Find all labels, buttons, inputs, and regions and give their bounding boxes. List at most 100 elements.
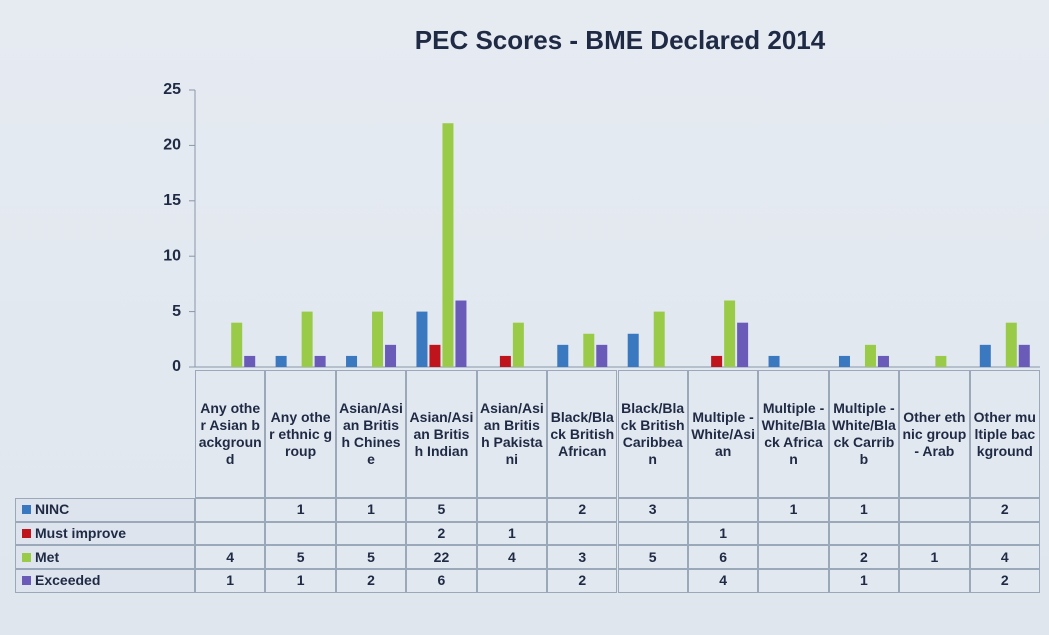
table-cell: 2	[335, 569, 407, 593]
category-label: Black/Black British Caribbean	[617, 370, 688, 498]
table-cell	[335, 521, 407, 546]
legend-swatch	[22, 552, 31, 562]
category-label: Multiple - White/Black Carribb	[828, 370, 900, 498]
table-cell: 2	[547, 498, 618, 522]
category-label: Asian/Asian British Pakistani	[476, 370, 548, 498]
table-cell: 6	[687, 545, 759, 570]
legend-swatch	[22, 576, 31, 586]
bar	[416, 311, 428, 367]
table-cell	[476, 498, 548, 522]
table-cell: 4	[687, 569, 759, 593]
table-cell: 2	[406, 521, 477, 546]
table-cell	[687, 498, 759, 522]
table-cell: 2	[969, 569, 1040, 593]
legend-swatch	[22, 505, 31, 515]
y-tick-label: 20	[163, 137, 181, 154]
table-cell: 5	[406, 498, 477, 522]
category-label: Multiple - White/Asian	[687, 370, 759, 498]
table-cell: 2	[547, 569, 618, 593]
y-tick-label: 0	[172, 358, 181, 375]
bar	[864, 344, 876, 367]
legend-label: NINC	[35, 501, 70, 518]
table-cell: 1	[476, 521, 548, 546]
table-cell: 1	[899, 545, 970, 570]
bar	[627, 333, 639, 367]
table-cell	[758, 545, 829, 570]
bar	[838, 355, 850, 367]
table-cell	[758, 569, 829, 593]
bar	[768, 355, 780, 367]
legend-entry: Must improve	[15, 521, 195, 546]
y-tick-label: 10	[163, 247, 181, 264]
bar	[385, 344, 397, 367]
bar	[244, 355, 256, 367]
chart-title: PEC Scores - BME Declared 2014	[415, 25, 826, 55]
table-cell: 1	[828, 498, 900, 522]
table-cell: 5	[265, 545, 336, 570]
legend-label: Must improve	[35, 525, 127, 542]
bar	[372, 311, 384, 367]
bar	[596, 344, 608, 367]
table-cell	[617, 521, 688, 546]
bar	[512, 322, 524, 367]
table-cell: 6	[406, 569, 477, 593]
bar	[301, 311, 313, 367]
table-cell	[265, 521, 336, 546]
y-tick-label: 25	[163, 81, 181, 98]
category-label: Any other Asian background	[195, 370, 266, 498]
table-cell: 22	[406, 545, 477, 570]
table-cell: 3	[617, 498, 688, 522]
table-cell: 2	[969, 498, 1040, 522]
category-label: Other multiple background	[969, 370, 1040, 498]
legend-entry: Exceeded	[15, 569, 195, 593]
table-cell	[828, 521, 900, 546]
table-cell	[899, 569, 970, 593]
bar	[557, 344, 569, 367]
table-cell	[899, 498, 970, 522]
bar	[499, 355, 511, 367]
table-cell: 1	[265, 569, 336, 593]
bar	[275, 355, 287, 367]
legend-entry: NINC	[15, 498, 195, 522]
category-label: Multiple - White/Black African	[758, 370, 829, 498]
y-tick-label: 5	[172, 303, 181, 320]
bar	[724, 300, 736, 367]
table-cell: 3	[547, 545, 618, 570]
table-cell: 1	[335, 498, 407, 522]
bar	[583, 333, 595, 367]
bar	[935, 355, 947, 367]
bar	[1018, 344, 1030, 367]
bar	[653, 311, 665, 367]
y-tick-label: 15	[163, 192, 181, 209]
bar	[455, 300, 467, 367]
legend-label: Exceeded	[35, 572, 101, 589]
bar	[877, 355, 889, 367]
table-cell: 4	[476, 545, 548, 570]
table-cell	[476, 569, 548, 593]
table-cell: 1	[265, 498, 336, 522]
table-cell	[969, 521, 1040, 546]
table-cell: 5	[335, 545, 407, 570]
table-cell	[195, 521, 266, 546]
table-cell: 1	[195, 569, 266, 593]
category-label: Other ethnic group - Arab	[899, 370, 970, 498]
table-cell: 1	[687, 521, 759, 546]
legend-swatch	[22, 529, 31, 539]
table-cell: 4	[969, 545, 1040, 570]
bar	[429, 344, 441, 367]
table-cell	[547, 521, 618, 546]
bar	[737, 322, 749, 367]
bar	[442, 123, 454, 368]
bar	[1005, 322, 1017, 367]
table-cell	[195, 498, 266, 522]
table-cell	[617, 569, 688, 593]
category-label: Asian/Asian British Chinese	[335, 370, 407, 498]
bar	[314, 355, 326, 367]
bar	[346, 355, 358, 367]
bar	[231, 322, 243, 367]
legend-entry: Met	[15, 545, 195, 570]
table-cell	[899, 521, 970, 546]
table-cell: 4	[195, 545, 266, 570]
legend-label: Met	[35, 548, 60, 565]
